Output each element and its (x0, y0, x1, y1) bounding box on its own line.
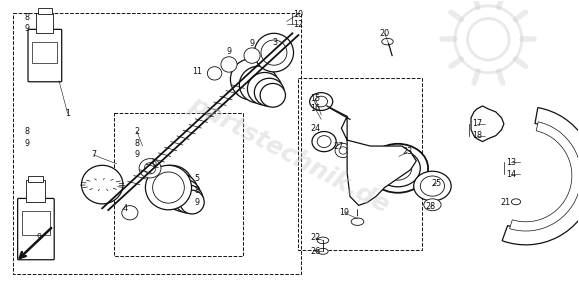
Bar (28, 176, 43, 181)
Bar (113, 114, 243, 256)
Ellipse shape (384, 156, 412, 180)
Bar (13, 13, 301, 274)
Text: partstechnik.de: partstechnik.de (185, 92, 394, 218)
Wedge shape (502, 108, 579, 245)
Bar (38, 8, 52, 14)
Text: 14: 14 (507, 170, 516, 179)
Ellipse shape (375, 150, 420, 187)
Text: 1: 1 (65, 109, 70, 118)
Text: 17: 17 (472, 119, 482, 128)
Ellipse shape (260, 83, 285, 107)
Ellipse shape (318, 248, 328, 254)
Polygon shape (342, 117, 416, 205)
Ellipse shape (244, 48, 260, 63)
Text: 9: 9 (134, 150, 140, 159)
Text: 26: 26 (310, 247, 321, 256)
Text: 21: 21 (501, 198, 511, 207)
Text: 9: 9 (250, 39, 255, 48)
Ellipse shape (312, 131, 336, 152)
Ellipse shape (247, 72, 282, 105)
Text: 10: 10 (293, 10, 303, 18)
Ellipse shape (254, 33, 294, 72)
Text: 28: 28 (426, 202, 436, 211)
Ellipse shape (159, 173, 198, 210)
Ellipse shape (382, 38, 393, 45)
Text: 27: 27 (334, 142, 343, 150)
Text: 7: 7 (91, 150, 96, 159)
Text: 9: 9 (25, 139, 30, 148)
Text: 22: 22 (310, 234, 321, 243)
Ellipse shape (221, 57, 237, 72)
Ellipse shape (82, 165, 123, 204)
Text: 9: 9 (25, 24, 30, 33)
Bar (22, 211, 50, 235)
Text: 19: 19 (339, 208, 349, 217)
Bar (298, 78, 422, 250)
Text: 23: 23 (402, 148, 413, 156)
Ellipse shape (351, 218, 364, 225)
Text: 8: 8 (195, 186, 200, 195)
Bar (26, 180, 45, 201)
FancyBboxPatch shape (17, 198, 54, 260)
Text: 11: 11 (192, 67, 202, 76)
Ellipse shape (310, 93, 333, 111)
Ellipse shape (484, 119, 496, 128)
Text: 13: 13 (507, 158, 516, 167)
Ellipse shape (254, 78, 284, 106)
Text: 20: 20 (379, 29, 390, 38)
Ellipse shape (335, 143, 351, 158)
Text: 15: 15 (310, 94, 321, 103)
Ellipse shape (368, 144, 428, 193)
Ellipse shape (230, 58, 274, 100)
Polygon shape (471, 106, 504, 142)
Ellipse shape (167, 179, 201, 212)
Text: 4: 4 (123, 204, 128, 213)
Text: 25: 25 (431, 179, 442, 188)
Ellipse shape (145, 165, 192, 210)
Wedge shape (510, 122, 579, 231)
Text: 3: 3 (273, 38, 277, 47)
Text: 16: 16 (310, 105, 320, 114)
Text: 9: 9 (226, 46, 232, 56)
Text: 18: 18 (472, 131, 482, 140)
Text: 12: 12 (293, 20, 303, 29)
Ellipse shape (180, 190, 204, 214)
Ellipse shape (207, 67, 222, 80)
FancyBboxPatch shape (28, 30, 62, 82)
Ellipse shape (317, 237, 329, 244)
Text: 9: 9 (195, 198, 200, 207)
Text: 24: 24 (310, 124, 321, 133)
Text: 9: 9 (36, 234, 41, 243)
Ellipse shape (122, 206, 138, 220)
Text: 8: 8 (134, 139, 140, 148)
Ellipse shape (420, 176, 445, 196)
Bar (36, 13, 53, 33)
Text: 8: 8 (25, 13, 30, 21)
Bar (32, 42, 57, 63)
Text: 2: 2 (134, 127, 140, 136)
Ellipse shape (139, 159, 161, 178)
Ellipse shape (424, 199, 441, 211)
Ellipse shape (150, 165, 193, 207)
Text: 5: 5 (195, 174, 200, 183)
Text: 6: 6 (152, 159, 156, 168)
Ellipse shape (511, 199, 521, 205)
Ellipse shape (413, 171, 451, 201)
Ellipse shape (174, 185, 203, 213)
Ellipse shape (239, 66, 278, 103)
Text: 8: 8 (25, 127, 30, 136)
